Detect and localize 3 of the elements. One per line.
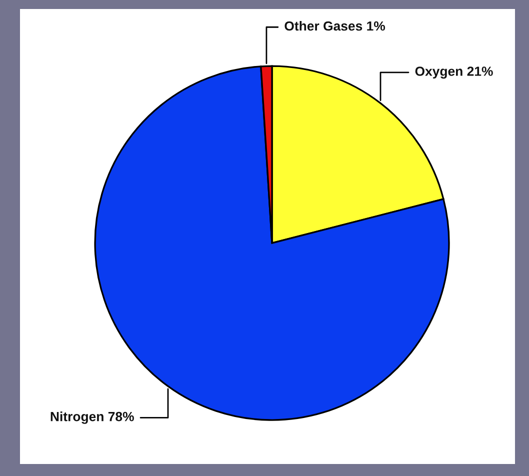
- slice-label: Nitrogen 78%: [50, 412, 134, 424]
- slice-label: Oxygen 21%: [415, 66, 493, 79]
- slice-label: Other Gases 1%: [284, 20, 386, 31]
